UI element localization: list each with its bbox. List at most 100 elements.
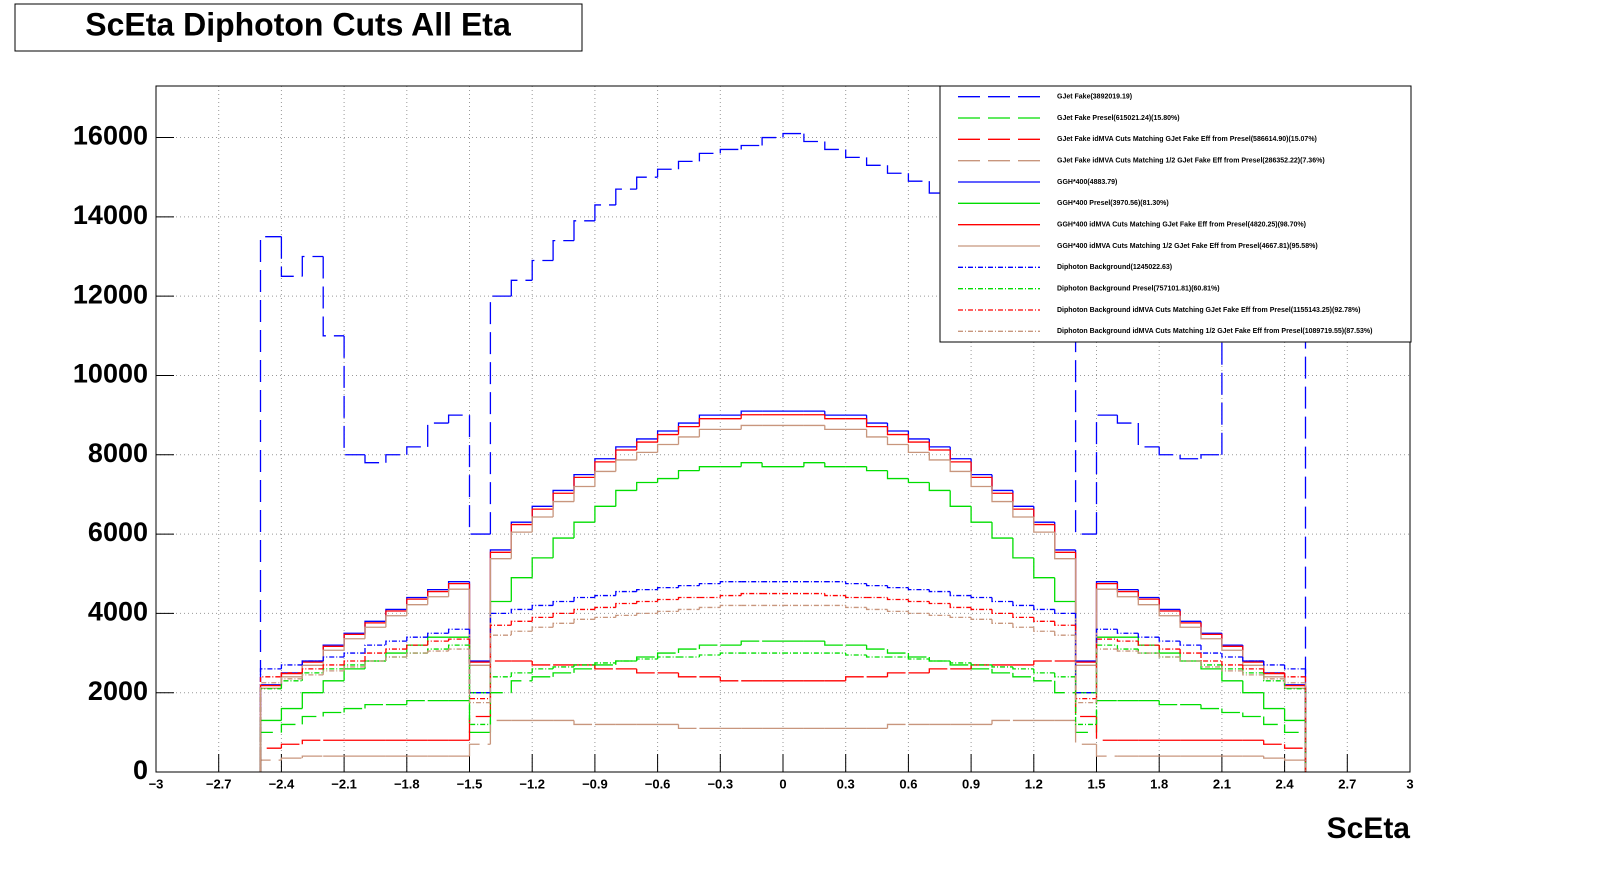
x-tick-label: −2.7: [206, 776, 232, 791]
histogram-bin: [970, 607, 992, 611]
histogram-bin: [447, 638, 470, 642]
histogram-bin: [1054, 680, 1076, 694]
histogram-bin: [364, 660, 386, 667]
histogram-bin: [949, 603, 972, 609]
histogram-bin: [865, 607, 888, 611]
histogram-series: [259, 604, 1307, 772]
histogram-bin: [573, 596, 595, 602]
histogram-bin: [656, 477, 679, 483]
histogram-bin: [447, 414, 470, 424]
histogram-bin: [907, 657, 930, 660]
histogram-bin: [677, 608, 700, 612]
histogram-bin: [636, 176, 658, 190]
histogram-bin: [489, 624, 512, 699]
legend-label: Diphoton Background idMVA Cuts Matching …: [1057, 328, 1372, 335]
histogram-bin: [615, 614, 637, 618]
histogram-bin: [1200, 454, 1222, 459]
histogram-bin: [1242, 664, 1264, 670]
histogram-series: [259, 660, 1307, 772]
histogram-bin: [740, 424, 763, 430]
histogram-bin: [573, 664, 595, 667]
histogram-bin: [677, 724, 700, 730]
histogram-bin: [1033, 617, 1055, 622]
histogram-bin: [636, 481, 658, 491]
histogram-bin: [406, 604, 428, 616]
histogram-bin: [907, 599, 930, 603]
histogram-bin: [991, 609, 1013, 615]
histogram-bin: [1012, 501, 1034, 518]
histogram-bin: [301, 674, 324, 679]
histogram-series: [259, 424, 1307, 772]
x-tick-label: 1.2: [1025, 776, 1043, 791]
legend-label: GJet Fake idMVA Cuts Matching 1/2 GJet F…: [1057, 158, 1325, 165]
histogram-bin: [824, 593, 846, 597]
y-tick-label: 12000: [73, 279, 148, 309]
histogram-bin: [468, 743, 491, 757]
histogram-bin: [594, 505, 616, 523]
histogram-bin: [636, 441, 658, 451]
histogram-bin: [740, 462, 763, 467]
histogram-bin: [1179, 649, 1201, 654]
histogram-bin: [301, 715, 324, 725]
histogram-bin: [364, 703, 386, 709]
histogram-bin: [489, 295, 512, 535]
histogram-bin: [1263, 674, 1285, 680]
histogram-bin: [865, 655, 888, 658]
x-tick-label: 1.5: [1087, 776, 1105, 791]
histogram-bin: [886, 436, 909, 446]
histogram-bin: [343, 335, 365, 456]
histogram-bin: [803, 462, 825, 467]
histogram-bin: [636, 668, 658, 674]
x-tick-label: 0: [779, 776, 786, 791]
histogram-bin: [677, 584, 700, 588]
title-box: [14, 3, 583, 52]
histogram-bin: [1074, 300, 1097, 535]
histogram-bin: [280, 723, 303, 733]
histogram-bin: [531, 604, 554, 610]
x-tick-label: −3: [149, 776, 164, 791]
histogram-bin: [1283, 724, 1306, 733]
histogram-bin: [677, 469, 700, 479]
y-tick-label: 4000: [88, 597, 148, 627]
histogram-bin: [1074, 720, 1097, 745]
histogram-bin: [656, 656, 679, 659]
histogram-bin: [824, 414, 846, 420]
histogram-bin: [510, 577, 533, 602]
histogram-bin: [552, 239, 574, 261]
histogram-bin: [1137, 651, 1160, 654]
histogram-series: [259, 644, 1307, 772]
histogram-bin: [845, 653, 867, 656]
x-tick-label: −1.2: [519, 776, 545, 791]
histogram-bin: [573, 220, 595, 241]
histogram-bin: [719, 594, 742, 598]
histogram-bin: [301, 668, 324, 673]
histogram-bin: [1033, 660, 1055, 665]
histogram-bin: [656, 443, 679, 453]
histogram-bin: [1116, 629, 1139, 634]
legend-label: GGH*400 Presel(3970.56)(81.30%): [1057, 200, 1169, 207]
histogram-bin: [824, 462, 846, 468]
histogram-bin: [573, 485, 595, 502]
histogram-bin: [1179, 454, 1201, 460]
histogram-bin: [865, 645, 888, 650]
histogram-bin: [1221, 668, 1243, 682]
histogram-bin: [824, 641, 846, 646]
histogram-bin: [1179, 615, 1201, 628]
x-tick-label: 0.6: [899, 776, 917, 791]
histogram-bin: [719, 676, 742, 682]
x-tick-label: −0.6: [645, 776, 671, 791]
histogram-bin: [636, 588, 658, 592]
histogram-bin: [1221, 638, 1243, 651]
histogram-bin: [886, 672, 909, 677]
histogram-bin: [1283, 708, 1306, 722]
histogram-bin: [1263, 740, 1285, 745]
histogram-bin: [970, 595, 992, 599]
histogram-bin: [615, 188, 637, 205]
chart-title: ScEta Diphoton Cuts All Eta: [85, 6, 511, 42]
x-tick-label: −0.3: [707, 776, 733, 791]
histogram-bin: [1095, 648, 1118, 703]
histogram-bin: [677, 596, 700, 600]
histogram-bin: [886, 426, 909, 436]
histogram-bin: [886, 165, 909, 174]
plot-border: [155, 85, 1411, 773]
